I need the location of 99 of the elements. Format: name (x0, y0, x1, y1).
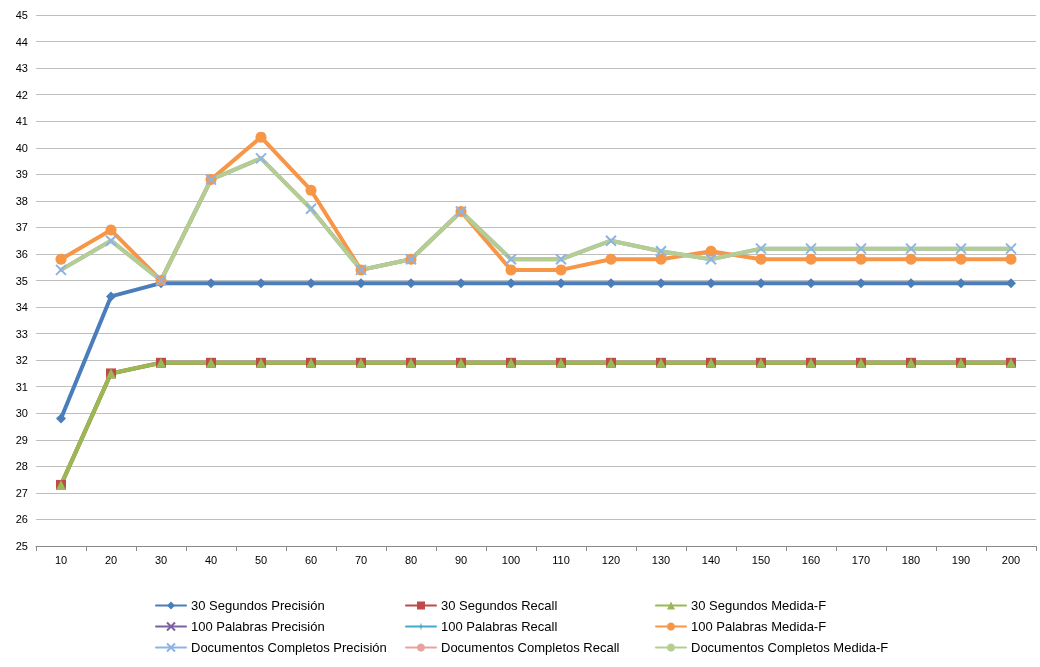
y-tick-label: 33 (15, 327, 28, 340)
point (555, 253, 567, 266)
point (105, 234, 117, 247)
point (1005, 242, 1017, 255)
point (605, 234, 617, 247)
y-tick-label: 40 (15, 141, 28, 154)
x-tick-label: 120 (601, 553, 621, 566)
y-tick-label: 29 (15, 433, 28, 446)
y-tick-label: 39 (15, 168, 28, 181)
x-tick-label: 190 (951, 553, 971, 566)
y-tick-label: 44 (15, 35, 28, 48)
point (406, 278, 416, 289)
point (55, 253, 67, 265)
legend-label: 100 Palabras Precisión (191, 619, 325, 634)
point (556, 278, 566, 289)
y-tick-label: 43 (15, 62, 28, 75)
point (55, 263, 67, 276)
y-tick-label: 31 (15, 380, 28, 393)
y-tick-label: 32 (15, 354, 28, 367)
y-tick-label: 28 (15, 460, 28, 473)
point (856, 278, 866, 289)
x-tick-label: 70 (354, 553, 368, 566)
legend-label: 30 Segundos Recall (441, 598, 558, 613)
point (206, 278, 216, 289)
y-tick-label: 34 (15, 301, 28, 314)
x-tick-label: 200 (1001, 553, 1021, 566)
x-tick-label: 40 (204, 553, 218, 566)
point (655, 245, 667, 258)
point (656, 278, 666, 289)
point (255, 131, 267, 143)
legend-label: Documentos Completos Medida-F (691, 640, 889, 655)
point (855, 242, 867, 255)
x-tick-label: 90 (454, 553, 468, 566)
point (106, 291, 116, 302)
point (756, 278, 766, 289)
y-tick-label: 30 (15, 407, 28, 420)
point (755, 242, 767, 255)
point (506, 278, 516, 289)
point (805, 253, 817, 265)
x-tick-label: 30 (154, 553, 168, 566)
x-tick-label: 110 (552, 553, 570, 566)
y-tick-label: 26 (15, 513, 28, 526)
x-tick-label: 100 (501, 553, 521, 566)
x-tick-label: 160 (801, 553, 821, 566)
legend-label: 30 Segundos Precisión (191, 598, 325, 613)
y-tick-label: 38 (15, 194, 28, 207)
point (905, 253, 917, 265)
point (105, 224, 117, 236)
point (606, 278, 616, 289)
point (305, 184, 317, 196)
point (705, 245, 717, 257)
y-tick-label: 45 (15, 9, 28, 21)
point (955, 253, 967, 265)
point (555, 264, 567, 276)
point (905, 242, 917, 255)
point (655, 253, 667, 265)
x-tick-label: 140 (701, 553, 721, 566)
y-tick-label: 42 (15, 88, 28, 101)
point (956, 278, 966, 289)
x-tick-label: 20 (104, 553, 118, 566)
point (505, 253, 517, 266)
point (56, 413, 66, 424)
x-tick-label: 180 (901, 553, 921, 566)
x-tick-label: 50 (254, 553, 268, 566)
x-tick-label: 170 (851, 553, 871, 566)
point (806, 278, 816, 289)
point (255, 152, 267, 165)
x-tick-label: 80 (404, 553, 418, 566)
legend-label: 100 Palabras Recall (441, 619, 558, 634)
y-tick-label: 27 (15, 486, 28, 499)
x-tick-label: 60 (304, 553, 318, 566)
y-tick-label: 36 (15, 247, 28, 260)
point (705, 253, 717, 266)
point (755, 253, 767, 265)
point (505, 264, 517, 276)
legend-label: 30 Segundos Medida-F (691, 598, 827, 613)
legend-label: Documentos Completos Recall (441, 640, 620, 655)
point (305, 202, 317, 215)
point (356, 278, 366, 289)
point (306, 278, 316, 289)
point (955, 242, 967, 255)
point (456, 278, 466, 289)
legend-label: Documentos Completos Precisión (191, 640, 387, 655)
point (706, 278, 716, 289)
legend-label: 100 Palabras Medida-F (691, 619, 827, 634)
point (1005, 253, 1017, 265)
y-tick-label: 25 (15, 540, 28, 552)
x-tick-label: 130 (651, 553, 671, 566)
x-tick-label: 10 (54, 553, 68, 566)
y-tick-label: 41 (15, 115, 28, 128)
y-tick-label: 37 (15, 221, 28, 234)
point (855, 253, 867, 265)
y-tick-label: 35 (15, 274, 28, 287)
point (805, 242, 817, 255)
point (1006, 278, 1016, 289)
point (605, 253, 617, 265)
point (256, 278, 266, 289)
x-tick-label: 150 (751, 553, 771, 566)
point (906, 278, 916, 289)
